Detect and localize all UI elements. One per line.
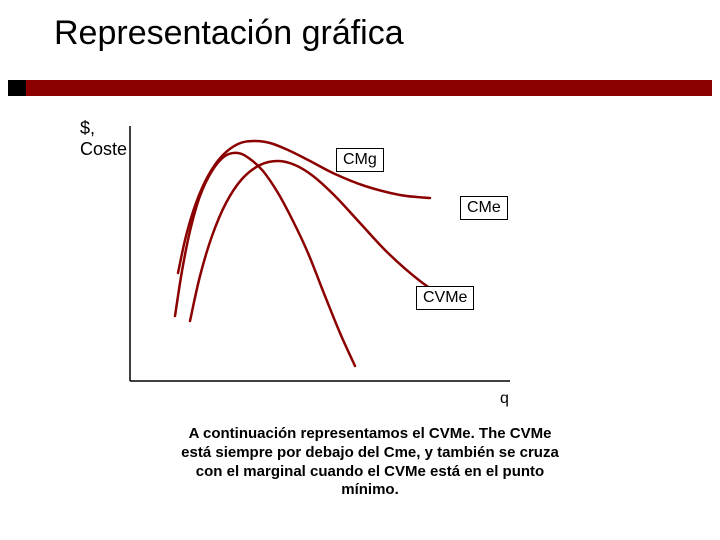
curve-label-cmg: CMg (336, 148, 384, 172)
x-axis-label: q (500, 390, 509, 408)
caption-text: A continuación representamos el CVMe. Th… (180, 425, 560, 500)
accent-bar-stub (8, 80, 26, 96)
curve-cmg (175, 153, 355, 366)
curve-label-cme: CMe (460, 196, 508, 220)
accent-bar (8, 80, 712, 96)
y-axis-label-line2: Coste (80, 139, 127, 159)
cost-curves-chart (130, 126, 520, 386)
y-axis-label: $, Coste (80, 118, 127, 159)
curve-label-cvme: CVMe (416, 286, 474, 310)
slide-title: Representación gráfica (54, 14, 404, 53)
y-axis-label-line1: $, (80, 118, 95, 138)
chart-svg (130, 126, 520, 386)
curve-cvme (178, 141, 430, 273)
slide: Representación gráfica $, Coste CMg CMe … (0, 0, 720, 540)
curve-cme (190, 161, 450, 321)
